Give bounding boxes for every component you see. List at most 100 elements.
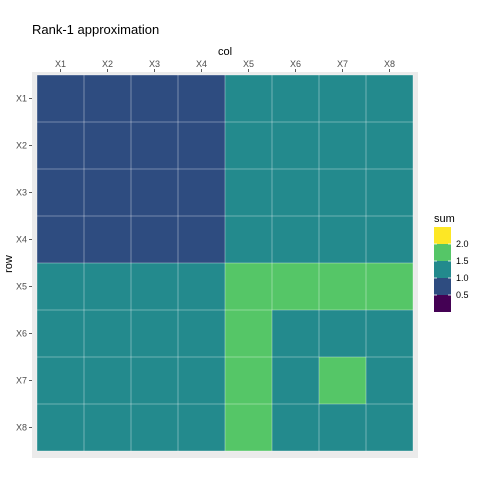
legend-title: sum xyxy=(434,213,455,225)
heatmap-cell xyxy=(225,122,272,169)
heatmap-cell xyxy=(131,122,178,169)
heatmap-cell xyxy=(178,404,225,451)
heatmap-cell xyxy=(366,404,413,451)
heatmap-cell xyxy=(131,357,178,404)
y-tick-label: X1 xyxy=(16,94,27,104)
legend-label: 1.0 xyxy=(456,273,469,283)
x-tick-label: X4 xyxy=(196,59,207,69)
heatmap-cell xyxy=(319,310,366,357)
heatmap-cell xyxy=(319,216,366,263)
heatmap-cell xyxy=(37,75,84,122)
heatmap-cell xyxy=(84,122,131,169)
heatmap-cell xyxy=(131,216,178,263)
heatmap-cell xyxy=(319,169,366,216)
x-tick-label: X7 xyxy=(337,59,348,69)
heatmap-cell xyxy=(178,216,225,263)
heatmap-cell xyxy=(225,310,272,357)
heatmap-cell xyxy=(366,310,413,357)
heatmap-cell xyxy=(131,310,178,357)
heatmap-cell xyxy=(37,169,84,216)
legend-color-key xyxy=(434,295,451,312)
heatmap-cell xyxy=(84,169,131,216)
heatmap-cell xyxy=(84,404,131,451)
heatmap-cell xyxy=(272,122,319,169)
heatmap-cell xyxy=(131,75,178,122)
y-tick-label: X4 xyxy=(16,235,27,245)
y-axis-ticks: X1 X2 X3 X4 X5 X6 X7 X8 xyxy=(16,94,32,433)
heatmap-cell xyxy=(366,169,413,216)
x-tick-label: X8 xyxy=(384,59,395,69)
legend-label: 2.0 xyxy=(456,239,469,249)
heatmap-cell xyxy=(272,263,319,310)
heatmap-cell xyxy=(84,216,131,263)
legend-color-key xyxy=(434,244,451,261)
heatmap-cell xyxy=(178,357,225,404)
x-tick-label: X5 xyxy=(243,59,254,69)
heatmap-cell xyxy=(178,263,225,310)
heatmap-cell xyxy=(366,122,413,169)
legend-labels: 2.0 1.5 1.0 0.5 xyxy=(434,239,469,300)
heatmap-cell xyxy=(319,263,366,310)
heatmap-cell xyxy=(319,122,366,169)
y-tick-label: X8 xyxy=(16,423,27,433)
heatmap-cell xyxy=(225,357,272,404)
heatmap-cell xyxy=(366,357,413,404)
heatmap-cell xyxy=(178,310,225,357)
y-tick-label: X5 xyxy=(16,282,27,292)
heatmap-cell xyxy=(37,263,84,310)
heatmap-cell xyxy=(131,263,178,310)
heatmap-cell xyxy=(225,404,272,451)
x-tick-label: X6 xyxy=(290,59,301,69)
heatmap-cell xyxy=(319,357,366,404)
heatmap-cell xyxy=(178,169,225,216)
heatmap-cell xyxy=(37,216,84,263)
chart-title: Rank-1 approximation xyxy=(32,22,159,37)
legend-color-key xyxy=(434,227,451,244)
legend-label: 1.5 xyxy=(456,256,469,266)
y-tick-label: X7 xyxy=(16,376,27,386)
heatmap-cell xyxy=(366,75,413,122)
x-tick-label: X1 xyxy=(55,59,66,69)
heatmap-cell xyxy=(225,169,272,216)
x-axis-title: col xyxy=(218,46,232,58)
heatmap-cell xyxy=(84,310,131,357)
heatmap-cells xyxy=(37,75,413,451)
heatmap-cell xyxy=(272,216,319,263)
heatmap-cell xyxy=(272,75,319,122)
heatmap-cell xyxy=(37,310,84,357)
legend-label: 0.5 xyxy=(456,290,469,300)
heatmap-cell xyxy=(131,169,178,216)
heatmap-cell xyxy=(366,216,413,263)
heatmap-cell xyxy=(225,216,272,263)
y-tick-label: X2 xyxy=(16,141,27,151)
heatmap-cell xyxy=(272,357,319,404)
heatmap-cell xyxy=(319,404,366,451)
heatmap-cell xyxy=(178,122,225,169)
heatmap-cell xyxy=(366,263,413,310)
heatmap-cell xyxy=(178,75,225,122)
heatmap-cell xyxy=(37,357,84,404)
x-tick-label: X2 xyxy=(102,59,113,69)
heatmap-cell xyxy=(319,75,366,122)
x-axis-ticks: X1 X2 X3 X4 X5 X6 X7 X8 xyxy=(55,59,395,72)
heatmap-cell xyxy=(225,263,272,310)
heatmap-cell xyxy=(84,75,131,122)
legend-color-key xyxy=(434,261,451,278)
heatmap-cell xyxy=(37,404,84,451)
y-tick-label: X6 xyxy=(16,329,27,339)
y-tick-label: X3 xyxy=(16,188,27,198)
heatmap-cell xyxy=(272,404,319,451)
y-axis-title: row xyxy=(3,255,15,273)
legend-color-key xyxy=(434,278,451,295)
heatmap-cell xyxy=(225,75,272,122)
heatmap-cell xyxy=(272,310,319,357)
x-tick-label: X3 xyxy=(149,59,160,69)
legend-keys xyxy=(434,227,451,312)
gridlines xyxy=(36,74,414,452)
heatmap-cell xyxy=(272,169,319,216)
heatmap-cell xyxy=(131,404,178,451)
heatmap-cell xyxy=(37,122,84,169)
heatmap-cell xyxy=(84,263,131,310)
heatmap-cell xyxy=(84,357,131,404)
